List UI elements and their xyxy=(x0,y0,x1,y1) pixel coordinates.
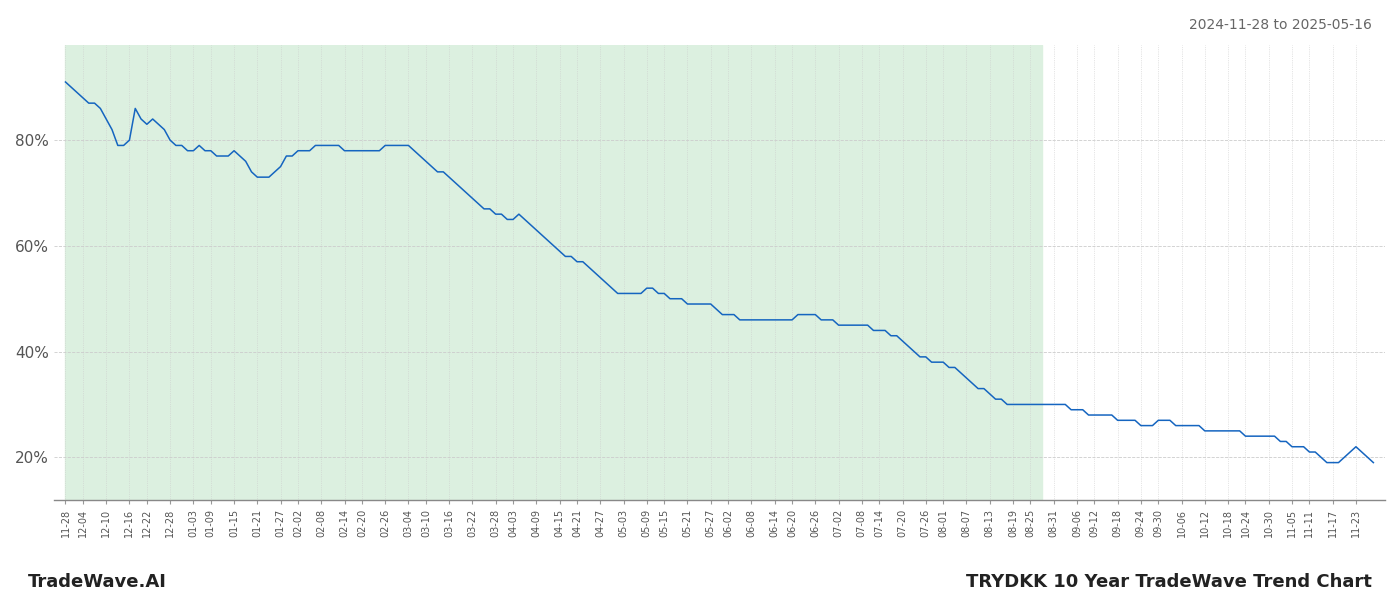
Bar xyxy=(66,45,1042,500)
Text: TRYDKK 10 Year TradeWave Trend Chart: TRYDKK 10 Year TradeWave Trend Chart xyxy=(966,573,1372,591)
Text: TradeWave.AI: TradeWave.AI xyxy=(28,573,167,591)
Text: 2024-11-28 to 2025-05-16: 2024-11-28 to 2025-05-16 xyxy=(1189,18,1372,32)
